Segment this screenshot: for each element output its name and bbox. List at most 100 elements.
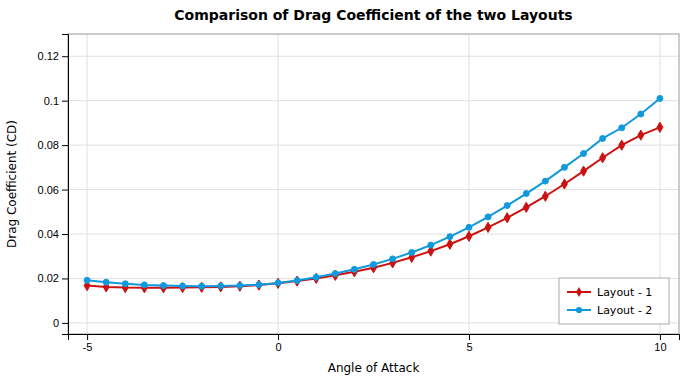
y-tick-mark (62, 145, 68, 146)
y-axis-title: Drag Coefficient (CD) (5, 120, 19, 248)
series-point (332, 271, 338, 277)
series-point (294, 276, 300, 286)
series-point (332, 270, 338, 280)
y-tick-label: 0.04 (38, 228, 59, 240)
grid (68, 34, 679, 334)
series-point (523, 191, 529, 197)
series-point (485, 222, 491, 232)
y-tick-label: 0.02 (38, 272, 59, 284)
grid-line-y (68, 145, 679, 146)
series-point (581, 151, 587, 157)
y-tick: 0.12 (38, 50, 68, 62)
x-tick: 0 (275, 334, 281, 353)
y-tick-mark (62, 278, 68, 279)
series-point (657, 95, 663, 101)
grid-line-y (68, 189, 679, 190)
series-point (600, 153, 606, 163)
y-tick-mark (62, 234, 68, 235)
series-point (256, 282, 262, 288)
y-tick-mark (62, 323, 68, 324)
x-tick: -5 (83, 334, 93, 353)
y-tick-label: 0 (53, 317, 59, 329)
series-point (619, 140, 625, 150)
series-point (141, 283, 147, 293)
grid-line-y (68, 100, 679, 101)
series-point (237, 283, 243, 289)
legend-marker (576, 287, 582, 297)
plot: -5 0 5 10 0 0.02 0.04 0.06 0.08 0.1 0.12 Layout - 1… (38, 34, 680, 353)
title: Comparison of Drag Coefficient of the tw… (174, 7, 572, 23)
y-tick-label: 0.12 (38, 50, 59, 62)
series-point (141, 282, 147, 288)
series-point (409, 249, 415, 255)
y-tick: 0.08 (38, 139, 68, 151)
series-point (218, 282, 224, 292)
series-point (275, 278, 281, 288)
series-point (600, 135, 606, 141)
x-tick-label: 10 (654, 341, 666, 353)
series-point (313, 274, 319, 280)
series-point (428, 242, 434, 248)
y-tick-label: 0.06 (38, 184, 59, 196)
y-tick-mark (62, 101, 68, 102)
y-tick-mark (62, 56, 68, 57)
series-point (351, 266, 357, 272)
x-axis-line (69, 335, 680, 341)
y-axis: 0 0.02 0.04 0.06 0.08 0.1 0.12 (38, 35, 69, 335)
series-point (561, 164, 567, 170)
y-tick-label: 0.08 (38, 139, 59, 151)
legend-label: Layout - 2 (597, 304, 652, 317)
x-tick: 5 (466, 334, 472, 353)
legend: Layout - 1 Layout - 2 (559, 278, 669, 324)
series-line (87, 127, 660, 287)
series-point (237, 281, 243, 291)
series-point (256, 280, 262, 290)
series-point (122, 281, 128, 287)
y-tick: 0.1 (44, 95, 68, 107)
legend-box (559, 278, 669, 324)
series-point (160, 283, 166, 289)
series-point (180, 283, 186, 289)
marks (84, 95, 663, 292)
legend-item: Layout - 2 (567, 304, 652, 317)
legend-item: Layout - 1 (567, 286, 652, 299)
x-axis-title: Angle of Attack (328, 361, 420, 375)
series-point (447, 234, 453, 240)
x-tick-label: -5 (83, 341, 93, 353)
series-point (103, 279, 109, 285)
series-point (581, 166, 587, 176)
plot-frame (68, 34, 679, 334)
series-point (619, 125, 625, 131)
x-tick-mark (469, 334, 470, 340)
series-point (657, 122, 663, 132)
series-line (87, 98, 660, 286)
series-point (313, 273, 319, 283)
series-point (371, 261, 377, 267)
legend-marker (576, 307, 582, 313)
series-point (351, 267, 357, 277)
series-point (466, 224, 472, 230)
series-point (199, 283, 205, 289)
x-tick-mark (660, 334, 661, 340)
x-tick-label: 0 (275, 341, 281, 353)
x-axis: -5 0 5 10 (69, 334, 680, 353)
y-tick: 0.02 (38, 272, 68, 284)
series-point (638, 130, 644, 140)
series-point (180, 282, 186, 292)
series-point (638, 111, 644, 117)
y-tick: 0 (53, 317, 68, 329)
legend-label: Layout - 1 (597, 286, 652, 299)
y-tick-label: 0.1 (44, 95, 59, 107)
series-point (294, 277, 300, 283)
series-point (485, 214, 491, 220)
series-point (161, 283, 167, 293)
series-point (523, 202, 529, 212)
series-point (390, 256, 396, 262)
series-point (561, 179, 567, 189)
grid-line-y (68, 234, 679, 235)
x-tick: 10 (654, 334, 666, 353)
series-point (275, 280, 281, 286)
series-point (504, 213, 510, 223)
series-point (447, 239, 453, 249)
grid-line-y (68, 56, 679, 57)
